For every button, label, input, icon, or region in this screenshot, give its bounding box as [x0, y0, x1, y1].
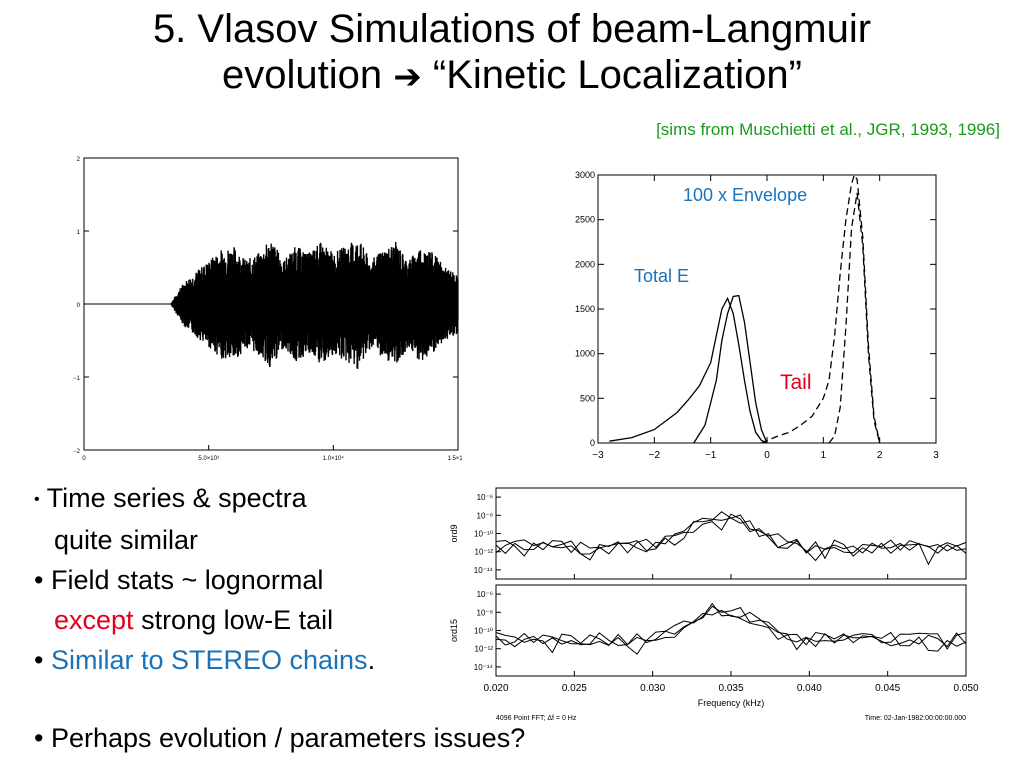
spectra-panel-bottom-frame: [495, 584, 967, 677]
dist-x-tick-label: −1: [705, 450, 717, 461]
dist-x-tick-label: −3: [592, 450, 604, 461]
spec-y-axis-label: ord15: [449, 619, 459, 642]
spec-x-tick-label: 0.025: [562, 683, 587, 694]
title-line-2: evolution ➔ “Kinetic Localization”: [0, 52, 1024, 100]
dist-series-3: [761, 173, 881, 444]
spec-x-tick-label: 0.045: [875, 683, 900, 694]
dist-x-tick-label: 0: [764, 450, 770, 461]
spec-y-tick-label: 10⁻¹²: [475, 548, 494, 557]
bullet-spacer: [34, 680, 525, 718]
dist-series-1: [609, 296, 768, 444]
spectra-panel-top-frame: [495, 487, 967, 580]
dist-y-tick-label: 1000: [575, 349, 595, 359]
spec-y-tick-label: 10⁻¹²: [475, 645, 494, 654]
dist-series-4: [828, 192, 881, 444]
spec-y-tick-label: 10⁻¹⁰: [474, 530, 493, 539]
spec-panel-2-trace-1: [495, 602, 967, 648]
ts-y-tick-label: −1: [73, 376, 81, 382]
dist-y-tick-label: 1500: [575, 304, 595, 314]
bullet-1: • Time series & spectra: [34, 478, 525, 520]
spec-panel-2-trace-3: [495, 609, 967, 655]
distribution-frame: [597, 174, 937, 444]
slide-title: 5. Vlasov Simulations of beam-Langmuir e…: [0, 6, 1024, 100]
bullet-1-cont: quite similar: [54, 524, 199, 555]
dist-x-tick-label: 3: [933, 450, 939, 461]
title-line-2-end: “Kinetic Localization”: [421, 53, 802, 97]
bullet-3-link-text: Similar to STEREO chains: [50, 644, 368, 675]
spec-panel-1-trace-2: [495, 511, 967, 566]
spec-panel-1-trace-1: [495, 517, 967, 560]
ts-x-tick-label: 1.5×10⁴: [447, 455, 462, 462]
dist-y-tick-label: 0: [590, 438, 595, 448]
spec-footer-left: 4096 Point FFT; Δf = 0 Hz: [496, 715, 577, 722]
spec-y-tick-label: 10⁻¹⁴: [474, 566, 494, 575]
bullet-3-dot: •: [34, 644, 51, 675]
dist-x-tick-label: −2: [649, 450, 661, 461]
spec-y-axis-label: ord9: [449, 524, 459, 542]
spec-x-tick-label: 0.050: [953, 683, 978, 694]
title-line-2-start: evolution: [222, 53, 394, 97]
ts-y-tick-label: −2: [73, 449, 81, 455]
dist-x-tick-label: 2: [877, 450, 883, 461]
ts-y-tick-label: 0: [77, 303, 81, 309]
dist-y-tick-label: 3000: [575, 170, 595, 180]
bullet-2-rest: strong low-E tail: [133, 604, 334, 635]
spec-y-tick-label: 10⁻⁸: [477, 608, 494, 617]
time-series-signal: [84, 242, 459, 369]
annotation-envelope: 100 x Envelope: [683, 185, 808, 205]
ts-x-tick-label: 0: [82, 456, 86, 462]
spec-footer-right: Time: 02-Jan-1982:00:00:00.000: [865, 715, 966, 722]
spec-x-tick-label: 0.035: [718, 683, 743, 694]
ts-y-tick-label: 2: [77, 157, 81, 163]
spec-panel-1-trace-3: [495, 513, 967, 561]
ts-x-tick-label: 1.0×10⁴: [323, 455, 345, 462]
spec-x-tick-label: 0.030: [640, 683, 665, 694]
ts-x-tick-label: 5.0×10³: [198, 456, 219, 462]
dist-y-tick-label: 2000: [575, 259, 595, 269]
spec-y-tick-label: 10⁻⁶: [477, 590, 493, 599]
spectra-axes: 10⁻⁶ 10⁻⁸ 10⁻¹⁰ 10⁻¹² 10⁻¹⁴ ord9 10⁻⁶ 10⁻⁸ 10⁻¹⁰…: [449, 493, 979, 722]
spec-panel-2-trace-2: [495, 605, 967, 650]
bullet-2: • Field stats ~ lognormal: [34, 564, 324, 595]
spec-y-tick-label: 10⁻⁸: [477, 511, 494, 520]
annotation-total-e: Total E: [634, 266, 690, 286]
dist-y-tick-label: 2500: [575, 215, 595, 225]
bullet-1-text: Time series & spectra: [39, 483, 307, 513]
distribution-lines: [609, 173, 881, 444]
spectra-chart: 10⁻⁶ 10⁻⁸ 10⁻¹⁰ 10⁻¹² 10⁻¹⁴ ord9 10⁻⁶ 10⁻⁸ 10⁻¹⁰…: [449, 487, 979, 722]
spec-y-tick-label: 10⁻⁶: [477, 493, 493, 502]
bullet-2-cont: except strong low-E tail: [34, 600, 525, 640]
spec-x-tick-label: 0.020: [483, 683, 508, 694]
dist-series-2: [693, 294, 768, 444]
ts-y-tick-label: 1: [77, 230, 81, 236]
annotation-tail: Tail: [780, 371, 812, 394]
bullet-3: • Similar to STEREO chains.: [34, 640, 525, 680]
bullet-3-end: .: [367, 644, 376, 675]
citation: [sims from Muschietti et al., JGR, 1993,…: [656, 120, 1000, 139]
bullet-list: • Time series & spectra quite similar • …: [34, 478, 525, 758]
dist-y-tick-label: 500: [580, 393, 595, 403]
spectra-lines: [495, 511, 967, 655]
spec-x-axis-label: Frequency (kHz): [698, 698, 765, 708]
distribution-chart: 0 500 1000 1500 2000 2500 3000 −3 −2 −1 0 1 2 3: [575, 170, 939, 461]
spec-y-tick-label: 10⁻¹⁰: [474, 627, 493, 636]
right-arrow-icon: ➔: [393, 57, 422, 97]
bullet-1-dot: •: [34, 490, 40, 508]
spec-y-tick-label: 10⁻¹⁴: [474, 663, 494, 672]
bullet-4: • Perhaps evolution / parameters issues?: [34, 722, 526, 753]
dist-x-tick-label: 1: [821, 450, 827, 461]
distribution-axes: 0 500 1000 1500 2000 2500 3000 −3 −2 −1 0 1 2 3: [575, 170, 939, 461]
title-line-1: 5. Vlasov Simulations of beam-Langmuir: [152, 7, 872, 51]
spec-x-tick-label: 0.040: [797, 683, 822, 694]
ts-signal-trace: [170, 242, 459, 369]
bullet-2-except: except: [54, 604, 134, 635]
